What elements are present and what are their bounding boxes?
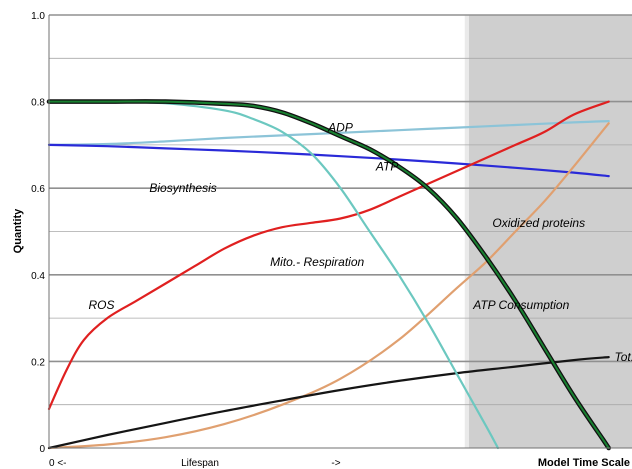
- x-axis-middle-label: Lifespan: [181, 458, 219, 469]
- series-tot-energy-turnover-line: [47, 356, 610, 450]
- series-adp-line: [47, 120, 610, 146]
- series-oxidized-proteins-line: [47, 122, 610, 450]
- y-tick-label: 0: [39, 444, 45, 455]
- series-atp-line: [47, 143, 610, 178]
- y-tick-labels: 0 0.2 0.4 0.6 0.8 1.0: [31, 11, 45, 455]
- y-tick-label: 0.2: [31, 357, 45, 368]
- x-axis-left-label: 0 <-: [49, 458, 67, 469]
- series-layer: [46, 99, 611, 451]
- annotation-mito-respiration: Mito.- Respiration: [270, 255, 364, 269]
- annotation-oxidized-proteins: Oxidized proteins: [492, 216, 585, 230]
- annotation-atp-consumption: ATP Consumption: [472, 298, 569, 312]
- x-axis-right-label: ->: [331, 458, 340, 469]
- y-tick-label: 1.0: [31, 11, 45, 22]
- annotation-atp: ATP: [375, 160, 398, 174]
- annotation-adp: ADP: [327, 121, 353, 135]
- annotation-ros: ROS: [88, 298, 114, 312]
- series-mito-respiration-line: [48, 100, 610, 449]
- annotation-biosynthesis: Biosynthesis: [149, 181, 216, 195]
- y-tick-label: 0.4: [31, 271, 45, 282]
- y-tick-label: 0.6: [31, 184, 45, 195]
- annotation-tot-energy-turnover: Tot. Energy Turnover: [615, 350, 632, 364]
- y-tick-label: 0.8: [31, 98, 45, 109]
- y-axis-title: Quantity: [12, 208, 24, 253]
- annotations: ADP ATP Biosynthesis Oxidized proteins Mito.…: [88, 121, 632, 364]
- series-ros-line: [47, 100, 610, 411]
- x-axis-title: Model Time Scale: [538, 457, 630, 469]
